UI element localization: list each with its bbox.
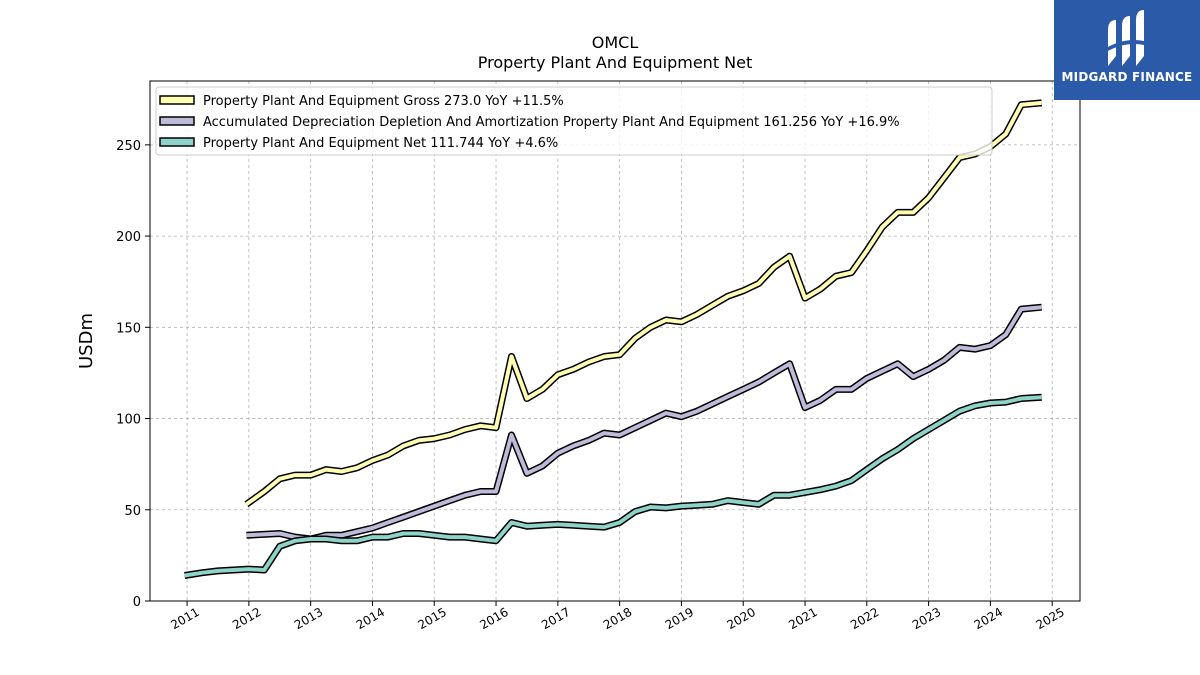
- y-tick-label: 150: [116, 321, 141, 336]
- x-axis: 2011 2012 2013 2014 2015 2016 2017 2018 2019 2020…: [168, 601, 1067, 632]
- plot-lines: [184, 99, 1043, 579]
- brand-logo: MIDGARD FINANCE: [1054, 0, 1200, 100]
- x-tick-label: 2023: [910, 605, 943, 632]
- legend-label: Accumulated Depreciation Depletion And A…: [203, 115, 900, 130]
- x-tick-label: 2019: [663, 605, 696, 632]
- plot-frame: [149, 80, 1081, 602]
- logo-text: MIDGARD FINANCE: [1061, 70, 1193, 84]
- x-tick-label: 2011: [168, 605, 201, 632]
- x-tick-label: 2025: [1033, 605, 1066, 632]
- x-tick-label: 2012: [230, 605, 263, 632]
- y-tick-label: 0: [133, 595, 141, 610]
- series-line-outline: [244, 99, 1043, 508]
- legend-box: [155, 86, 993, 156]
- legend-swatch: [159, 95, 195, 105]
- series-line: [246, 305, 1042, 541]
- x-tick-label: 2021: [786, 605, 819, 632]
- y-tick-label: 250: [116, 139, 141, 154]
- x-tick-label: 2014: [354, 605, 387, 632]
- logo-mark-icon: [1106, 10, 1148, 66]
- y-tick-label: 100: [116, 413, 141, 428]
- x-tick-label: 2022: [848, 605, 881, 632]
- x-tick-label: 2017: [539, 605, 572, 632]
- series-line: [184, 395, 1042, 578]
- y-tick-label: 200: [116, 230, 141, 245]
- y-tick-label: 50: [124, 504, 141, 519]
- series-line-outline: [184, 393, 1042, 579]
- grid-lines: [150, 81, 1080, 602]
- legend-swatch: [159, 116, 195, 126]
- x-tick-label: 2018: [601, 605, 634, 632]
- chart-title: OMCL: [592, 33, 639, 52]
- x-tick-label: 2013: [292, 605, 325, 632]
- legend: Property Plant And Equipment Gross 273.0…: [155, 86, 993, 156]
- x-tick-label: 2024: [972, 605, 1005, 632]
- y-axis: 0 50 100 150 200 250: [116, 139, 150, 610]
- legend-swatch: [159, 137, 195, 147]
- legend-label: Property Plant And Equipment Net 111.744…: [203, 136, 558, 151]
- y-axis-label: USDm: [76, 313, 97, 369]
- series-line: [245, 100, 1042, 506]
- legend-label: Property Plant And Equipment Gross 273.0…: [203, 94, 564, 109]
- chart-subtitle: Property Plant And Equipment Net: [478, 53, 753, 72]
- x-tick-label: 2015: [416, 605, 449, 632]
- x-tick-label: 2020: [724, 605, 757, 632]
- x-tick-label: 2016: [477, 605, 510, 632]
